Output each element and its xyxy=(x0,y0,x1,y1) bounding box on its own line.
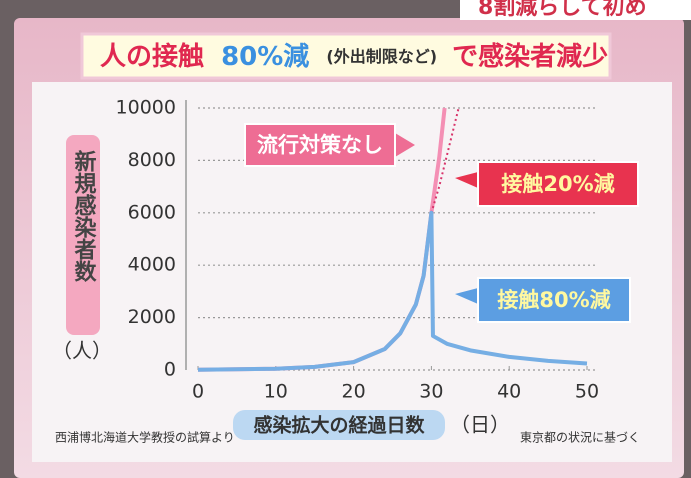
title-part: (外出制限など) xyxy=(326,47,437,66)
legend-box xyxy=(244,123,396,167)
banner: 8割減らして初め xyxy=(478,0,647,20)
title-box xyxy=(80,32,612,80)
y-label-box xyxy=(66,135,100,335)
title-part: 80%減 xyxy=(221,42,309,72)
y-label: 新規感染者数 xyxy=(71,149,98,283)
legend-box xyxy=(477,277,631,323)
y-tick-label: 8000 xyxy=(128,149,176,171)
y-tick-label: 10000 xyxy=(116,97,176,119)
x-tick-label: 0 xyxy=(192,381,204,403)
y-unit: （人） xyxy=(52,339,112,363)
banner-box xyxy=(460,0,691,20)
chart-title: 人の接触 80%減 (外出制限など) で感染者減少 xyxy=(100,42,608,72)
title-part: で感染者減少 xyxy=(452,42,608,72)
x-tick-label: 10 xyxy=(264,381,288,403)
y-tick-label: 6000 xyxy=(128,201,176,223)
legend-label: 接触80%減 xyxy=(497,288,610,312)
x-tick-label: 50 xyxy=(575,381,599,403)
x-unit: （日） xyxy=(450,413,510,437)
legend-label: 流行対策なし xyxy=(257,133,383,157)
x-label-box xyxy=(233,410,445,440)
x-tick-label: 20 xyxy=(342,381,366,403)
y-tick-label: 4000 xyxy=(128,254,176,276)
source-left: 西浦博北海道大学教授の試算より xyxy=(55,430,235,445)
legend-box xyxy=(477,161,639,207)
legend-label: 接触20%減 xyxy=(501,172,614,196)
y-tick-label: 0 xyxy=(164,359,176,381)
title-part: 人の接触 xyxy=(100,42,204,72)
source-right: 東京都の状況に基づく xyxy=(520,430,640,445)
x-tick-label: 40 xyxy=(497,381,521,403)
x-label: 感染拡大の経過日数 xyxy=(253,414,425,437)
y-tick-label: 2000 xyxy=(128,306,176,328)
legend-pointer xyxy=(395,133,415,157)
plot: 0 2000 4000 6000 8000 10000 0 10 20 30 40 50 流行対策なし接… xyxy=(116,97,639,403)
series-line xyxy=(197,210,588,372)
legend-pointer xyxy=(455,288,478,304)
x-tick-label: 30 xyxy=(419,381,443,403)
legend-pointer xyxy=(455,172,478,188)
